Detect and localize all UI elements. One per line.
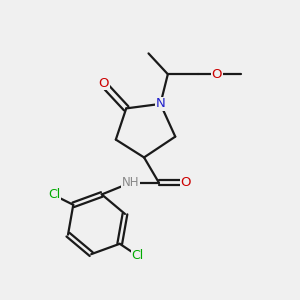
Text: O: O [99, 76, 109, 90]
Text: N: N [155, 98, 165, 110]
Text: NH: NH [122, 176, 140, 189]
Text: O: O [212, 68, 222, 81]
Text: Cl: Cl [48, 188, 60, 201]
Text: Cl: Cl [131, 249, 144, 262]
Text: O: O [180, 176, 191, 189]
